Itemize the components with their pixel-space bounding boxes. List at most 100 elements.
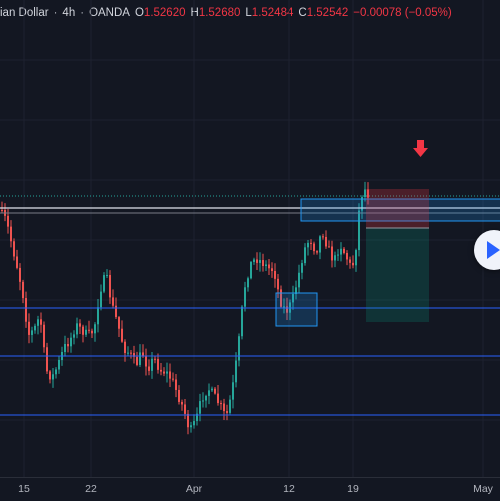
candle-body <box>133 353 135 357</box>
candle-body <box>139 352 141 365</box>
candle-body <box>85 329 87 335</box>
drawings[interactable] <box>0 140 500 416</box>
candle-body <box>256 259 258 263</box>
candle-body <box>157 358 159 370</box>
candle-body <box>166 371 168 374</box>
high-value: 1.52680 <box>198 7 241 19</box>
candle-body <box>1 210 3 211</box>
low-label: L <box>245 7 252 19</box>
candle-body <box>226 411 228 413</box>
candle-body <box>265 264 267 267</box>
candle-body <box>28 321 30 335</box>
candle-body <box>88 329 90 331</box>
supply-zone-box[interactable] <box>300 198 500 222</box>
time-tick: 22 <box>85 483 97 495</box>
candle-body <box>310 242 312 244</box>
price-plot[interactable] <box>0 0 500 477</box>
time-tick: 12 <box>283 483 295 495</box>
candle-body <box>301 263 303 273</box>
candle-body <box>13 241 15 257</box>
time-axis[interactable]: 15 22 Apr 12 19 May <box>0 477 500 501</box>
stop-loss-area[interactable] <box>366 189 429 228</box>
candle-body <box>283 306 285 308</box>
candle-body <box>160 369 162 372</box>
candle-body <box>220 403 222 405</box>
candle-body <box>253 259 255 262</box>
candle-body <box>274 270 276 279</box>
candle-body <box>19 267 21 282</box>
candle-body <box>121 328 123 342</box>
candle-body <box>223 403 225 412</box>
candle-body <box>76 323 78 335</box>
candle-body <box>277 278 279 290</box>
candle-body <box>7 215 9 227</box>
time-tick: 19 <box>347 483 359 495</box>
play-button[interactable] <box>474 230 500 270</box>
interval-label: 4h <box>62 7 76 19</box>
candle-body <box>271 268 273 271</box>
candle-body <box>103 275 105 292</box>
candle-body <box>205 395 207 401</box>
candle-body <box>97 307 99 325</box>
candle-body <box>262 260 264 267</box>
candle-body <box>244 287 246 307</box>
candle-body <box>91 330 93 334</box>
candle-body <box>175 379 177 390</box>
candle-body <box>196 413 198 422</box>
candle-body <box>16 256 18 268</box>
candle-body <box>229 399 231 413</box>
candle-body <box>337 254 339 256</box>
candle-body <box>211 388 213 391</box>
candle-body <box>364 189 366 198</box>
candle-body <box>352 262 354 266</box>
candle-body <box>325 236 327 247</box>
candle-body <box>10 226 12 242</box>
candles <box>1 181 369 435</box>
take-profit-area[interactable] <box>366 228 429 322</box>
candle-body <box>319 236 321 253</box>
candle-body <box>106 275 108 277</box>
time-tick: 15 <box>18 483 30 495</box>
candle-body <box>136 356 138 365</box>
candle-body <box>100 291 102 308</box>
low-value: 1.52484 <box>251 7 294 19</box>
candle-body <box>79 323 81 327</box>
candle-body <box>70 337 72 347</box>
candle-body <box>286 306 288 313</box>
candle-body <box>292 294 294 303</box>
grid <box>0 0 500 477</box>
candle-body <box>145 356 147 367</box>
legend-dot: · <box>53 7 58 19</box>
candle-body <box>340 248 342 255</box>
candle-body <box>259 260 261 263</box>
candle-body <box>31 330 33 335</box>
demand-zone-box[interactable] <box>275 292 318 327</box>
candle-body <box>94 324 96 334</box>
candle-body <box>322 236 324 238</box>
candle-body <box>46 347 48 372</box>
candle-body <box>361 197 363 211</box>
close-label: C <box>298 7 307 19</box>
candle-body <box>304 247 306 264</box>
candle-body <box>55 369 57 375</box>
play-icon <box>487 241 500 259</box>
candle-body <box>184 404 186 414</box>
candle-body <box>349 259 351 263</box>
change-value: −0.00078 (−0.05%) <box>353 7 452 19</box>
candle-body <box>172 378 174 380</box>
close-value: 1.52542 <box>306 7 349 19</box>
candle-body <box>127 352 129 354</box>
open-label: O <box>134 7 144 19</box>
candle-body <box>43 324 45 348</box>
candle-body <box>58 360 60 370</box>
time-tick: May <box>473 483 493 495</box>
candle-body <box>208 390 210 396</box>
candle-body <box>148 366 150 371</box>
candle-body <box>169 371 171 379</box>
candle-body <box>40 319 42 325</box>
candle-body <box>37 319 39 326</box>
candle-body <box>250 261 252 279</box>
candle-body <box>217 393 219 404</box>
high-label: H <box>190 7 199 19</box>
